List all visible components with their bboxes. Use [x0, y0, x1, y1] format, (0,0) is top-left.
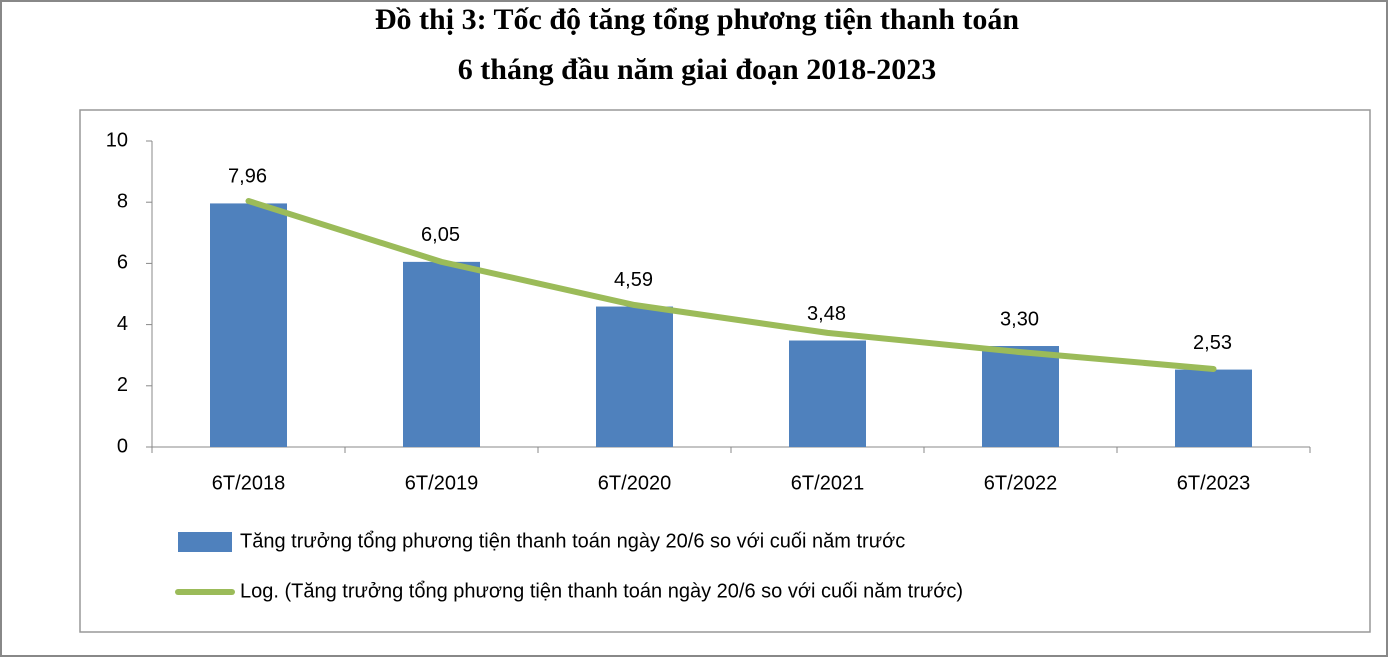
- x-tick-label: 6T/2020: [598, 472, 671, 494]
- y-tick-label: 10: [106, 129, 128, 151]
- plot-frame: [79, 109, 1371, 633]
- y-tick-label: 6: [117, 252, 128, 274]
- y-tick-label: 4: [117, 313, 128, 335]
- x-tick-label: 6T/2021: [791, 472, 864, 494]
- value-label: 4,59: [614, 269, 653, 291]
- bar: [1175, 369, 1252, 447]
- value-label: 2,53: [1193, 332, 1232, 354]
- chart-title: Đồ thị 3: Tốc độ tăng tổng phương tiện t…: [375, 3, 1020, 36]
- y-tick-label: 2: [117, 374, 128, 396]
- chart-subtitle: 6 tháng đầu năm giai đoạn 2018-2023: [458, 53, 936, 86]
- legend-label: Log. (Tăng trưởng tổng phương tiện thanh…: [240, 580, 963, 602]
- legend-label: Tăng trưởng tổng phương tiện thanh toán …: [240, 530, 905, 552]
- bar: [403, 261, 480, 447]
- bar: [596, 306, 673, 447]
- trend-line: [245, 197, 1217, 372]
- value-label: 3,30: [1000, 308, 1039, 330]
- legend-swatch: [178, 532, 232, 552]
- x-tick-label: 6T/2018: [212, 472, 285, 494]
- x-tick-label: 6T/2023: [1177, 472, 1250, 494]
- bar: [789, 340, 866, 447]
- y-tick-label: 0: [117, 435, 128, 457]
- y-tick-label: 8: [117, 190, 128, 212]
- bar: [982, 346, 1059, 447]
- value-label: 7,96: [228, 166, 267, 188]
- value-label: 3,48: [807, 303, 846, 325]
- x-tick-label: 6T/2022: [984, 472, 1057, 494]
- bar: [210, 203, 287, 447]
- x-tick-label: 6T/2019: [405, 472, 478, 494]
- value-label: 6,05: [421, 224, 460, 246]
